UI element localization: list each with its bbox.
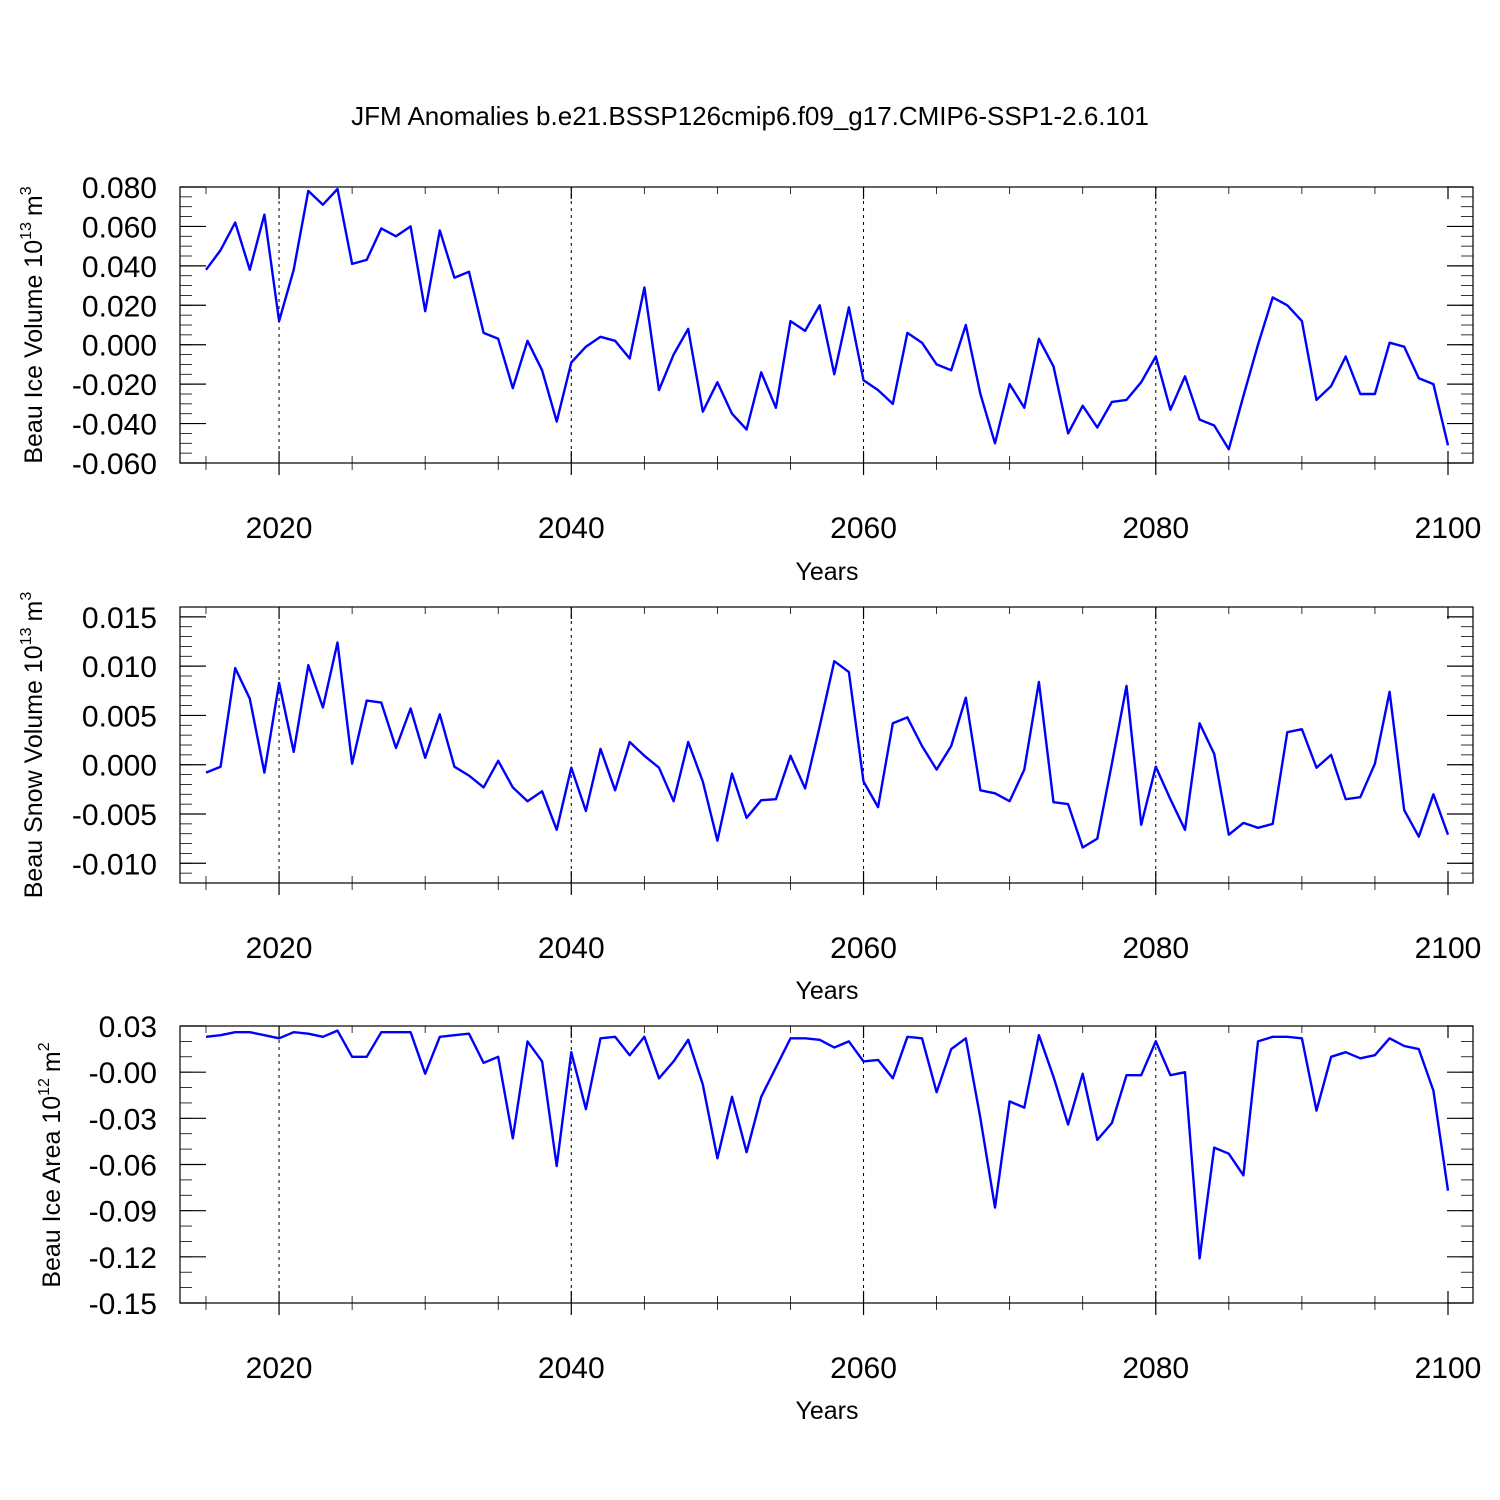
x-tick-label: 2020 [246, 512, 313, 545]
y-tick-label: -0.010 [72, 848, 157, 881]
panel-ice-volume: 2020 2040 2060 2080 2100 0.080 0.060 0.040 0.02… [18, 172, 1481, 586]
y-tick-label: -0.00 [89, 1057, 157, 1090]
x-tick-label: 2080 [1122, 1352, 1189, 1385]
x-axis-ticks: 2020 2040 2060 2080 2100 [205, 607, 1482, 965]
series-line-ice-volume [205, 187, 1450, 451]
y-tick-label: -0.12 [89, 1242, 157, 1275]
y-tick-label: 0.000 [82, 750, 157, 783]
y-tick-label: -0.005 [72, 799, 157, 832]
y-tick-label: -0.040 [72, 409, 157, 442]
y-tick-label: -0.09 [89, 1196, 157, 1229]
chart-title: JFM Anomalies b.e21.BSSP126cmip6.f09_g17… [351, 101, 1149, 131]
y-tick-label: 0.000 [82, 330, 157, 363]
x-tick-label: 2100 [1415, 1352, 1482, 1385]
x-tick-label: 2060 [830, 932, 897, 965]
y-axis-label: Beau Ice Area 1012m2 [36, 1042, 66, 1287]
y-axis-label: Beau Snow Volume 1013m3 [18, 592, 48, 899]
y-tick-label: 0.080 [82, 172, 157, 205]
vertical-gridlines [278, 1026, 1157, 1303]
y-axis-ticks: 0.015 0.010 0.005 0.000 -0.005 -0.010 [72, 602, 1473, 884]
x-tick-label: 2100 [1415, 512, 1482, 545]
series-line-snow-volume [205, 641, 1450, 849]
y-tick-label: 0.010 [82, 651, 157, 684]
plot-frame [179, 186, 1474, 464]
x-axis-label: Years [795, 977, 858, 1005]
x-tick-label: 2060 [830, 512, 897, 545]
y-tick-label: -0.03 [89, 1103, 157, 1136]
x-tick-label: 2040 [538, 1352, 605, 1385]
y-tick-label: -0.060 [72, 448, 157, 481]
y-tick-label: -0.020 [72, 369, 157, 402]
x-axis-ticks: 2020 2040 2060 2080 2100 [205, 187, 1482, 545]
panel-ice-area: 2020 2040 2060 2080 2100 0.03 -0.00 -0.03 -0.06… [36, 1011, 1481, 1425]
x-tick-label: 2020 [246, 1352, 313, 1385]
plot-frame [179, 1025, 1474, 1304]
y-tick-label: -0.06 [89, 1150, 157, 1183]
y-axis-ticks: 0.03 -0.00 -0.03 -0.06 -0.09 -0.12 -0.15 [89, 1011, 1473, 1321]
x-tick-label: 2080 [1122, 932, 1189, 965]
x-axis-label: Years [795, 558, 858, 586]
x-axis-ticks: 2020 2040 2060 2080 2100 [205, 1026, 1482, 1385]
y-axis-ticks: 0.080 0.060 0.040 0.020 0.000 -0.020 -0.040 -0.… [72, 172, 1473, 481]
y-tick-label: 0.015 [82, 602, 157, 635]
x-tick-label: 2020 [246, 932, 313, 965]
panel-snow-volume: 2020 2040 2060 2080 2100 0.015 0.010 0.005 0.00… [18, 592, 1481, 1005]
y-tick-label: 0.040 [82, 251, 157, 284]
x-tick-label: 2040 [538, 932, 605, 965]
series-line-ice-area [205, 1029, 1450, 1260]
y-tick-label: 0.020 [82, 290, 157, 323]
x-tick-label: 2040 [538, 512, 605, 545]
y-tick-label: -0.15 [89, 1288, 157, 1321]
x-tick-label: 2080 [1122, 512, 1189, 545]
x-tick-label: 2100 [1415, 932, 1482, 965]
plot-frame [179, 606, 1474, 884]
y-tick-label: 0.03 [99, 1011, 157, 1044]
y-tick-label: 0.060 [82, 211, 157, 244]
y-axis-label: Beau Ice Volume 1013m3 [18, 186, 48, 463]
x-axis-label: Years [795, 1397, 858, 1425]
y-tick-label: 0.005 [82, 700, 157, 733]
x-tick-label: 2060 [830, 1352, 897, 1385]
